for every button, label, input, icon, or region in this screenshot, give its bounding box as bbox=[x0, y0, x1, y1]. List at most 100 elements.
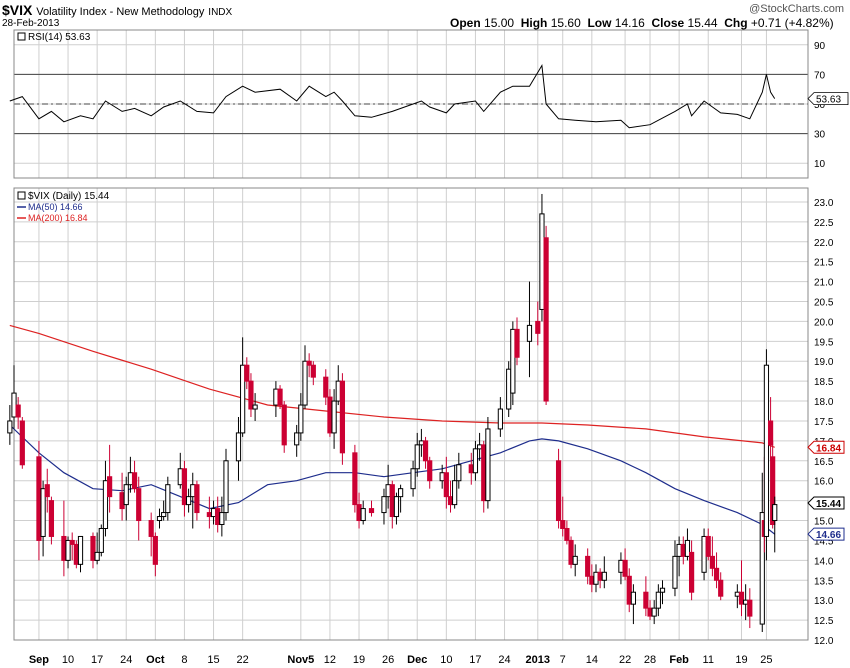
candle-body-up bbox=[335, 380, 341, 402]
candle bbox=[718, 572, 724, 601]
candle bbox=[763, 349, 770, 561]
candle-body-up bbox=[456, 464, 462, 482]
candle bbox=[185, 488, 192, 513]
x-tick-label: 22 bbox=[237, 654, 249, 666]
candle-body-up bbox=[40, 488, 46, 537]
candle-body-up bbox=[506, 368, 512, 410]
candle-body-down bbox=[560, 520, 566, 529]
candle bbox=[422, 436, 429, 469]
rsi-tick-label: 90 bbox=[814, 41, 826, 52]
x-tick-label: 10 bbox=[62, 654, 74, 666]
candle bbox=[684, 528, 691, 561]
candle bbox=[107, 444, 113, 513]
candle-body-up bbox=[701, 535, 707, 573]
price-tick-label: 16.0 bbox=[814, 477, 834, 488]
candle-body-up bbox=[223, 460, 229, 514]
candle-body-up bbox=[156, 516, 163, 522]
candle bbox=[252, 393, 258, 421]
candle bbox=[701, 528, 707, 581]
candle-body-down bbox=[277, 388, 283, 406]
candle bbox=[61, 500, 67, 577]
candle bbox=[40, 480, 46, 557]
candle bbox=[331, 389, 337, 449]
x-tick-label: 14 bbox=[586, 654, 598, 666]
x-tick-label: 10 bbox=[440, 654, 452, 666]
candle bbox=[597, 568, 603, 589]
last-value-label: 15.44 bbox=[816, 499, 841, 510]
price-axis: 12.012.513.013.514.014.515.015.516.016.5… bbox=[814, 198, 834, 647]
candle-body-down bbox=[148, 520, 154, 537]
rsi-last-value-tag: 53.63 bbox=[807, 92, 849, 106]
candle-body-down bbox=[481, 444, 487, 502]
candle bbox=[69, 532, 75, 561]
candle-body-down bbox=[339, 380, 346, 454]
candle bbox=[94, 532, 100, 565]
candle bbox=[15, 397, 21, 429]
rsi-panel-frame bbox=[13, 29, 809, 179]
copyright: @StockCharts.com bbox=[749, 3, 844, 15]
exchange: INDX bbox=[208, 7, 233, 18]
candle-body-up bbox=[539, 213, 545, 310]
last-value-box bbox=[807, 527, 845, 541]
candle bbox=[443, 456, 449, 509]
candle bbox=[194, 480, 200, 521]
candle bbox=[177, 452, 183, 489]
candle bbox=[560, 496, 566, 537]
candle-body-up bbox=[472, 448, 479, 474]
price-tick-label: 18.5 bbox=[814, 377, 834, 388]
price-tick-label: 14.5 bbox=[814, 536, 834, 547]
candle bbox=[593, 564, 599, 593]
candle bbox=[302, 345, 308, 410]
candle bbox=[410, 460, 416, 497]
candle-body-down bbox=[119, 492, 125, 510]
price-tick-label: 16.5 bbox=[814, 457, 834, 468]
price-legend-swatch bbox=[17, 191, 26, 200]
candle bbox=[630, 584, 637, 625]
candle bbox=[743, 584, 749, 621]
x-tick-label: Feb bbox=[669, 654, 689, 666]
candle bbox=[235, 416, 242, 481]
candle-body-up bbox=[11, 392, 17, 418]
candle-body-up bbox=[235, 432, 242, 462]
price-tick-label: 15.0 bbox=[814, 517, 834, 528]
candle bbox=[427, 456, 433, 489]
candle-body-down bbox=[352, 452, 358, 506]
x-tick-label: 26 bbox=[382, 654, 394, 666]
candle bbox=[294, 424, 300, 457]
candle bbox=[651, 600, 657, 625]
close-label: Close bbox=[651, 16, 685, 30]
candle-body-down bbox=[215, 508, 221, 526]
last-value-label: 16.84 bbox=[816, 443, 841, 454]
candle-body-down bbox=[568, 539, 574, 565]
candle bbox=[672, 540, 678, 597]
candle bbox=[389, 480, 395, 529]
last-value-label: 14.66 bbox=[816, 530, 841, 541]
candle bbox=[11, 365, 17, 429]
candle bbox=[414, 432, 420, 477]
open-label: Open bbox=[450, 16, 481, 30]
candle-body-down bbox=[206, 512, 212, 518]
x-tick-label: Sep bbox=[29, 654, 49, 666]
candle-body-down bbox=[107, 476, 113, 498]
candle-body-down bbox=[310, 364, 316, 378]
candle bbox=[131, 460, 138, 493]
x-tick-label: 28 bbox=[644, 654, 656, 666]
candle-body-down bbox=[19, 420, 25, 466]
price-last-value-tags: 15.44 16.84 14.66 bbox=[807, 440, 845, 541]
candle-body-up bbox=[651, 607, 657, 617]
candle-body-down bbox=[514, 328, 520, 358]
candle-body-down bbox=[626, 575, 632, 605]
candle-body-down bbox=[589, 575, 595, 585]
ohlc-bar: Open 15.00 High 15.60 Low 14.16 Close 15… bbox=[450, 16, 834, 30]
candle bbox=[206, 496, 212, 529]
candle-body-down bbox=[389, 484, 395, 518]
candle-body-down bbox=[73, 543, 79, 565]
x-tick-label: Nov5 bbox=[287, 654, 314, 666]
candle-body-up bbox=[655, 591, 661, 609]
rsi-axis: 10 30 50 70 90 bbox=[814, 41, 826, 170]
candle-body-up bbox=[77, 535, 84, 565]
candle-body-down bbox=[680, 543, 686, 557]
candle bbox=[7, 405, 13, 445]
candle-body-down bbox=[61, 535, 67, 561]
